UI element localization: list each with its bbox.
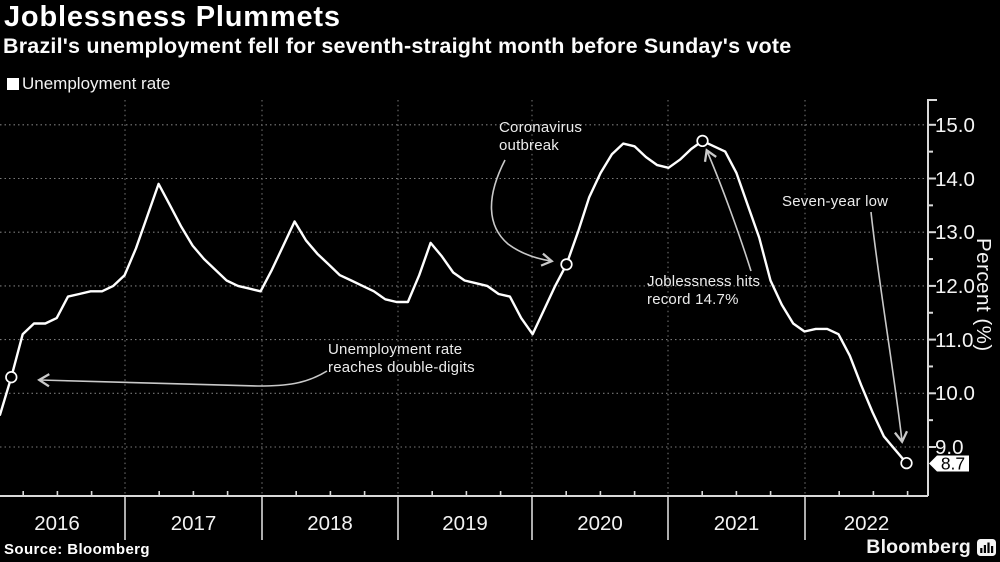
end-value-tag: 8.7 <box>929 454 969 474</box>
point-marker <box>696 134 709 148</box>
bloomberg-branding: Bloomberg <box>866 536 996 559</box>
arrow-double-digits <box>37 370 328 388</box>
unemployment-line <box>0 139 908 465</box>
legend: Unemployment rate <box>7 74 170 94</box>
x-year-label: 2019 <box>442 512 488 535</box>
x-year-label: 2020 <box>577 512 623 535</box>
bloomberg-logo-icon <box>977 539 996 556</box>
point-marker <box>5 371 18 384</box>
unemployment-rate-line <box>0 139 908 465</box>
legend-label: Unemployment rate <box>22 74 171 93</box>
end-value-tag-shape <box>929 455 969 472</box>
y-tick-label: 13.0 <box>935 221 975 245</box>
y-tick-label: 10.0 <box>935 382 975 406</box>
arrow-seven-year-low <box>870 211 909 444</box>
annotation-seven-year-low: Seven-year low <box>782 193 889 210</box>
source-credit: Source: Bloomberg <box>4 541 150 558</box>
x-year-label: 2018 <box>307 512 353 535</box>
y-tick-label: 14.0 <box>935 167 975 191</box>
point-marker <box>560 258 573 271</box>
x-year-label: 2016 <box>34 512 80 535</box>
x-year-label: 2017 <box>170 512 217 535</box>
x-year-label: 2022 <box>843 512 890 535</box>
annotation-arrows <box>37 148 909 444</box>
page-title: Joblessness Plummets <box>4 1 341 33</box>
y-tick-label: 9.0 <box>935 436 964 459</box>
y-axis-title: Percent (%) <box>972 238 995 352</box>
legend-swatch-icon <box>7 78 19 90</box>
annotation-coronavirus: Coronavirus outbreak <box>499 119 583 155</box>
y-tick-label: 11.0 <box>935 328 974 352</box>
bloomberg-logo-text: Bloomberg <box>866 536 971 558</box>
axis-lines <box>0 99 937 497</box>
point-marker <box>900 456 913 470</box>
data-point-markers <box>5 134 913 470</box>
end-value-label: 8.7 <box>941 454 965 474</box>
arrow-coronavirus <box>490 159 554 267</box>
axes <box>0 99 937 540</box>
x-year-label: 2021 <box>713 512 760 535</box>
annotation-double-digits: Unemployment rate reaches double-digits <box>328 341 475 377</box>
gridlines <box>0 100 925 496</box>
page-subtitle: Brazil's unemployment fell for seventh-s… <box>3 34 792 58</box>
annotation-record: Joblessness hits record 14.7% <box>647 273 761 309</box>
arrow-record <box>703 148 752 272</box>
y-tick-label: 15.0 <box>935 113 975 137</box>
y-tick-label: 12.0 <box>935 274 975 298</box>
